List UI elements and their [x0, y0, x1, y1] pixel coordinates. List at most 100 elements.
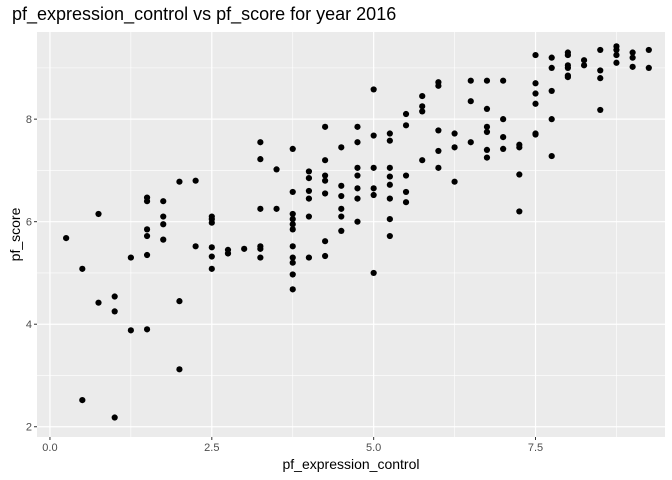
- data-point: [402, 110, 410, 118]
- data-point: [467, 77, 474, 84]
- data-point: [305, 213, 313, 220]
- data-point: [564, 64, 571, 71]
- data-point: [257, 245, 264, 252]
- data-point: [613, 59, 620, 66]
- data-point: [354, 172, 361, 179]
- data-point: [95, 299, 102, 306]
- chart-title: pf_expression_control vs pf_score for ye…: [12, 4, 397, 24]
- data-point: [208, 219, 215, 226]
- data-point: [483, 77, 491, 84]
- data-point: [305, 187, 313, 195]
- data-point: [176, 178, 183, 185]
- data-point: [386, 195, 393, 202]
- data-point: [419, 92, 426, 100]
- data-point: [322, 172, 329, 179]
- data-point: [483, 105, 491, 112]
- data-point: [532, 51, 539, 59]
- data-point: [386, 130, 393, 137]
- data-point: [370, 86, 377, 93]
- data-point: [629, 54, 636, 61]
- data-point: [354, 195, 361, 202]
- data-point: [192, 243, 199, 250]
- data-point: [322, 252, 329, 260]
- data-point: [322, 123, 329, 130]
- data-point: [516, 144, 523, 151]
- data-point: [305, 254, 313, 261]
- data-point: [532, 90, 539, 97]
- data-point: [613, 51, 620, 59]
- data-point: [532, 100, 539, 107]
- data-point: [370, 164, 377, 171]
- data-point: [613, 46, 620, 54]
- data-point: [386, 164, 393, 171]
- data-point: [419, 103, 426, 110]
- data-point: [597, 106, 604, 114]
- data-point: [289, 216, 296, 223]
- data-point: [386, 216, 393, 223]
- data-point: [564, 74, 571, 81]
- data-point: [289, 145, 296, 152]
- data-point: [354, 123, 361, 130]
- plot-panel: [37, 32, 665, 437]
- data-point: [111, 293, 118, 300]
- data-point: [111, 414, 118, 421]
- data-point: [257, 205, 264, 212]
- data-point: [79, 396, 86, 404]
- data-point: [354, 218, 361, 225]
- data-point: [208, 265, 215, 272]
- data-point: [354, 164, 361, 171]
- data-point: [354, 139, 361, 146]
- data-point: [143, 198, 151, 205]
- data-point: [516, 171, 523, 178]
- data-point: [435, 127, 442, 134]
- y-tick-label: 8: [26, 114, 32, 126]
- data-point: [500, 77, 507, 84]
- data-point: [370, 191, 377, 199]
- data-point: [143, 226, 151, 233]
- data-point: [532, 80, 539, 87]
- data-point: [273, 166, 280, 173]
- data-point: [338, 205, 345, 212]
- data-point: [257, 156, 264, 163]
- data-point: [548, 87, 555, 95]
- data-point: [289, 243, 296, 250]
- data-point: [63, 234, 70, 242]
- data-point: [289, 221, 296, 228]
- data-point: [500, 133, 507, 141]
- data-point: [483, 128, 491, 136]
- data-point: [370, 132, 377, 139]
- data-point: [160, 213, 167, 220]
- data-point: [483, 146, 491, 154]
- data-point: [386, 232, 393, 240]
- data-point: [597, 46, 604, 54]
- data-point: [370, 269, 377, 277]
- data-point: [322, 177, 329, 184]
- data-point: [402, 188, 410, 196]
- data-point: [645, 64, 652, 71]
- data-point: [289, 271, 296, 278]
- data-point: [516, 208, 523, 215]
- x-tick-label: 7.5: [528, 442, 543, 454]
- y-axis-title: pf_score: [7, 207, 23, 261]
- data-point: [645, 46, 652, 54]
- data-point: [370, 185, 377, 192]
- data-point: [338, 227, 345, 235]
- data-point: [532, 131, 539, 138]
- data-point: [548, 116, 555, 123]
- data-point: [322, 190, 329, 197]
- data-point: [95, 210, 102, 218]
- data-point: [435, 147, 442, 155]
- data-point: [305, 175, 313, 182]
- data-point: [354, 185, 361, 192]
- data-point: [597, 75, 604, 82]
- data-point: [548, 152, 555, 160]
- data-point: [289, 286, 296, 293]
- data-point: [580, 57, 588, 64]
- data-point: [338, 144, 345, 151]
- data-point: [111, 308, 118, 315]
- data-point: [289, 210, 296, 218]
- data-point: [127, 254, 134, 261]
- data-point: [192, 177, 199, 184]
- y-tick-label: 4: [26, 319, 32, 331]
